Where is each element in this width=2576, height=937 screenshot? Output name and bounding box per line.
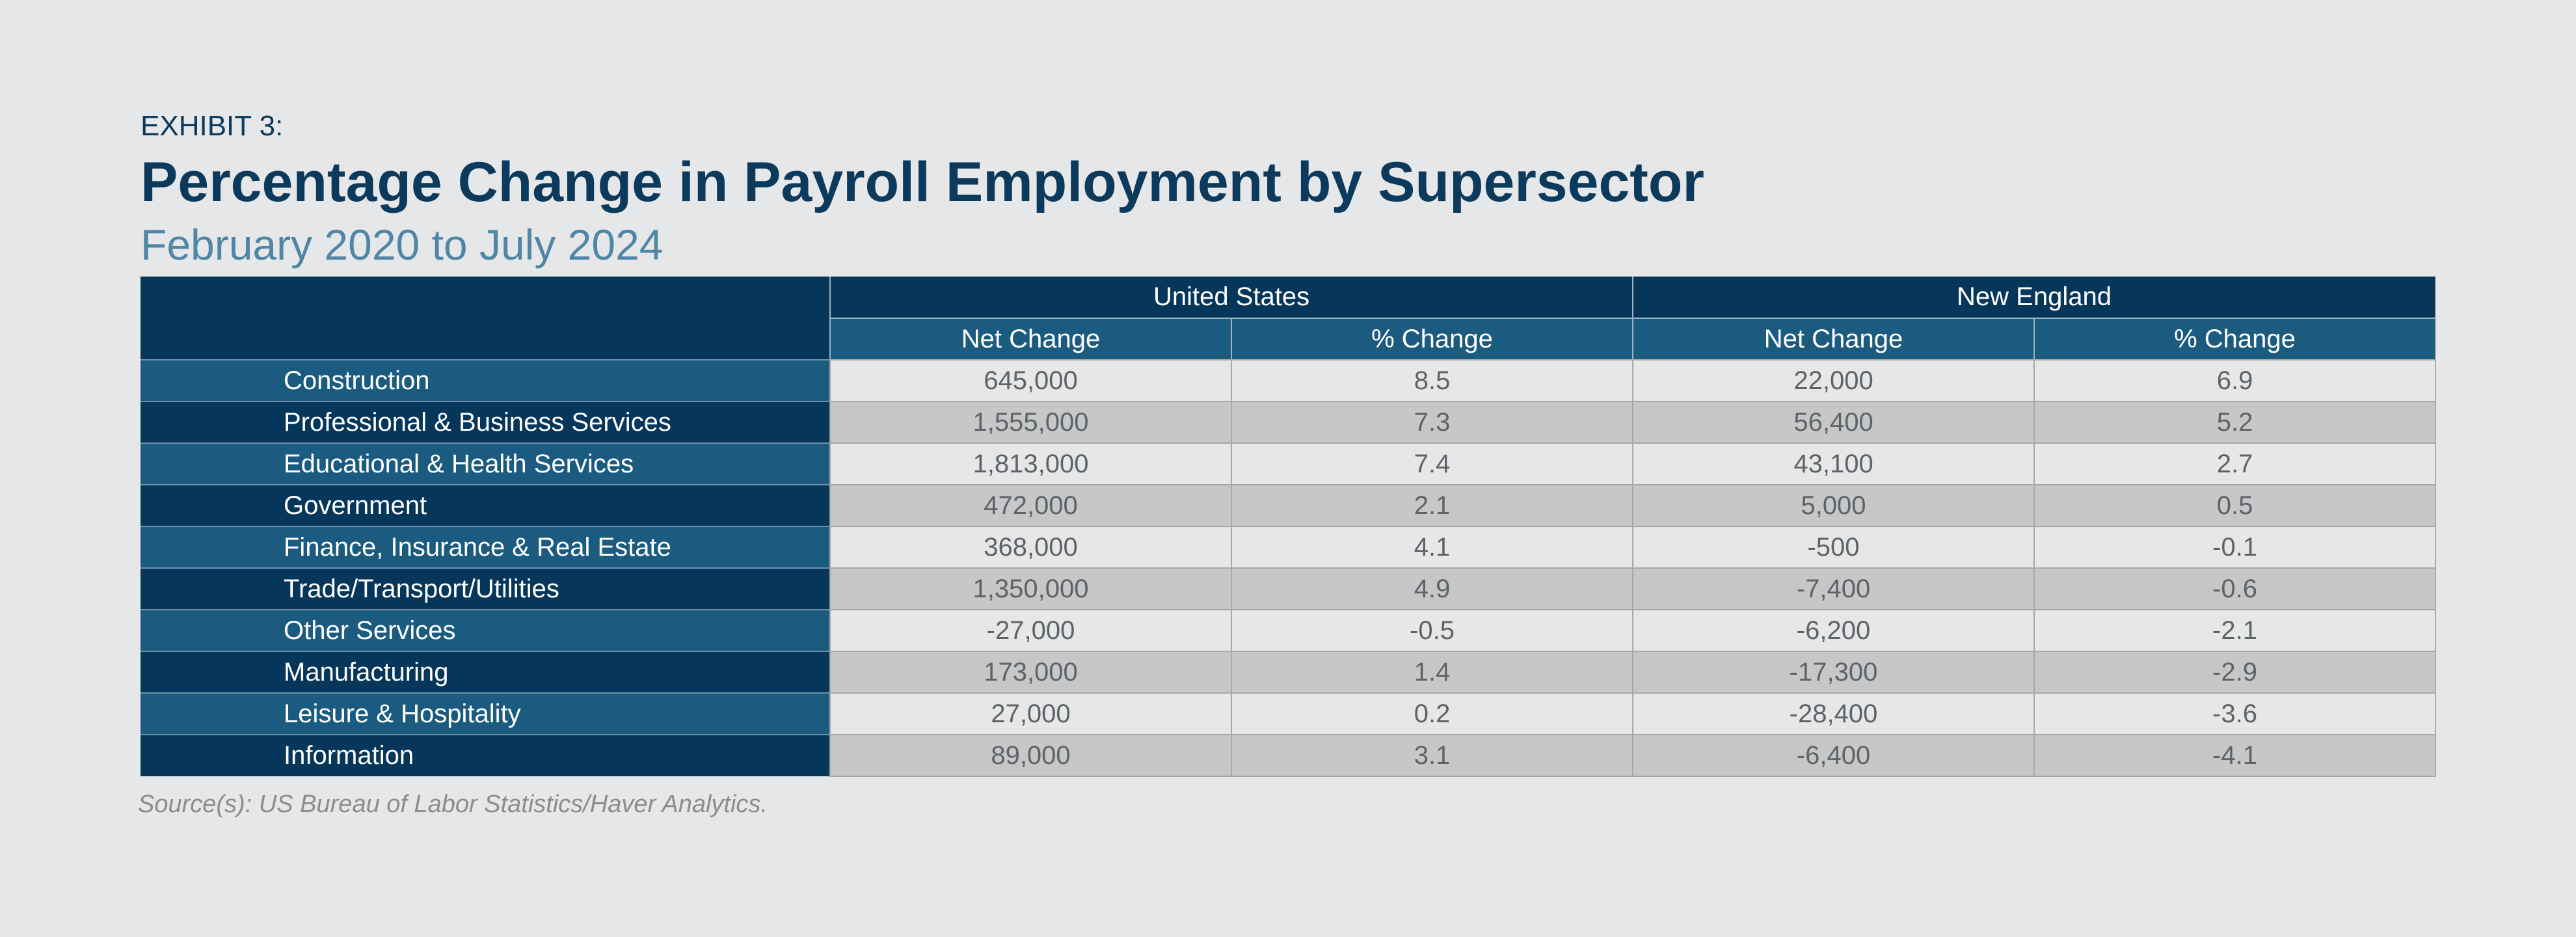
table-cell: -27,000 [829, 609, 1231, 651]
table-cell: -4.1 [2033, 734, 2437, 777]
table-row: Manufacturing 173,000 1.4 -17,300 -2.9 [141, 651, 2437, 693]
row-label: Manufacturing [141, 651, 830, 693]
table-cell: 368,000 [829, 526, 1231, 568]
column-header: % Change [2033, 318, 2437, 360]
table-cell: 8.5 [1230, 359, 1633, 401]
column-header: Net Change [1632, 318, 2035, 360]
table-cell: 7.3 [1230, 401, 1633, 443]
table-cell: 7.4 [1230, 442, 1633, 485]
table-body: Construction 645,000 8.5 22,000 6.9 Professio… [141, 359, 2437, 777]
employment-table: United States New England Net Change % C… [141, 277, 2437, 777]
table-row: Information 89,000 3.1 -6,400 -4.1 [141, 734, 2437, 777]
table-row: Leisure & Hospitality 27,000 0.2 -28,400 -3.… [141, 692, 2437, 735]
row-label: Other Services [141, 609, 830, 651]
table-row: Government 472,000 2.1 5,000 0.5 [141, 484, 2437, 526]
table-cell: 2.1 [1230, 484, 1633, 526]
chart-subtitle: February 2020 to July 2024 [141, 221, 664, 269]
table-cell: 0.5 [2033, 484, 2437, 526]
table-cell: 1,555,000 [829, 401, 1231, 443]
column-group-new-england: New England [1632, 277, 2437, 318]
table-cell: 0.2 [1230, 692, 1633, 735]
table-cell: 173,000 [829, 651, 1231, 693]
table-cell: 6.9 [2033, 359, 2437, 401]
column-group-header-row: United States New England [141, 277, 2437, 360]
column-header-row: Net Change % Change Net Change % Change [141, 318, 2437, 360]
table-row: Construction 645,000 8.5 22,000 6.9 [141, 359, 2437, 401]
table-cell: 22,000 [1632, 359, 2035, 401]
table-cell: 89,000 [829, 734, 1231, 777]
table-row: Other Services -27,000 -0.5 -6,200 -2.1 [141, 609, 2437, 651]
row-label: Trade/Transport/Utilities [141, 567, 830, 610]
row-label: Government [141, 484, 830, 526]
table-cell: -3.6 [2033, 692, 2437, 735]
exhibit-label: EXHIBIT 3: [141, 110, 284, 142]
chart-title: Percentage Change in Payroll Employment … [141, 151, 1704, 213]
table-cell: 43,100 [1632, 442, 2035, 485]
table-row: Trade/Transport/Utilities 1,350,000 4.9 -7,… [141, 567, 2437, 610]
table-row: Finance, Insurance & Real Estate 368,000 4… [141, 526, 2437, 568]
table-cell: 56,400 [1632, 401, 2035, 443]
table-cell: 2.7 [2033, 442, 2437, 485]
column-header: Net Change [829, 318, 1231, 360]
table-cell: 5,000 [1632, 484, 2035, 526]
table-row: Professional & Business Services 1,555,00… [141, 401, 2437, 443]
column-group-united-states: United States [829, 277, 1633, 318]
table-cell: 3.1 [1230, 734, 1633, 777]
row-label: Information [141, 734, 830, 776]
table-cell: 472,000 [829, 484, 1231, 526]
table-cell: -0.6 [2033, 567, 2437, 610]
table-cell: 5.2 [2033, 401, 2437, 443]
table-cell: 27,000 [829, 692, 1231, 735]
table-cell: -17,300 [1632, 651, 2035, 693]
source-note: Source(s): US Bureau of Labor Statistics… [138, 791, 768, 818]
table-cell: -6,200 [1632, 609, 2035, 651]
table-cell: -6,400 [1632, 734, 2035, 777]
row-label: Educational & Health Services [141, 442, 830, 485]
table-cell: 1.4 [1230, 651, 1633, 693]
table-row: Educational & Health Services 1,813,000 7.… [141, 442, 2437, 485]
table-cell: 1,813,000 [829, 442, 1231, 485]
table-cell: -2.9 [2033, 651, 2437, 693]
row-label: Construction [141, 359, 830, 401]
table-cell: 4.9 [1230, 567, 1633, 610]
table-corner [141, 277, 830, 360]
table-cell: -2.1 [2033, 609, 2437, 651]
table-cell: -7,400 [1632, 567, 2035, 610]
row-label: Professional & Business Services [141, 401, 830, 443]
row-label: Leisure & Hospitality [141, 692, 830, 735]
exhibit-frame: EXHIBIT 3: Percentage Change in Payroll … [138, 104, 2437, 818]
table-cell: -28,400 [1632, 692, 2035, 735]
table-cell: 1,350,000 [829, 567, 1231, 610]
column-header: % Change [1230, 318, 1633, 360]
table-cell: -500 [1632, 526, 2035, 568]
table-cell: 4.1 [1230, 526, 1633, 568]
table-cell: 645,000 [829, 359, 1231, 401]
table-cell: -0.1 [2033, 526, 2437, 568]
table-cell: -0.5 [1230, 609, 1633, 651]
row-label: Finance, Insurance & Real Estate [141, 526, 830, 568]
